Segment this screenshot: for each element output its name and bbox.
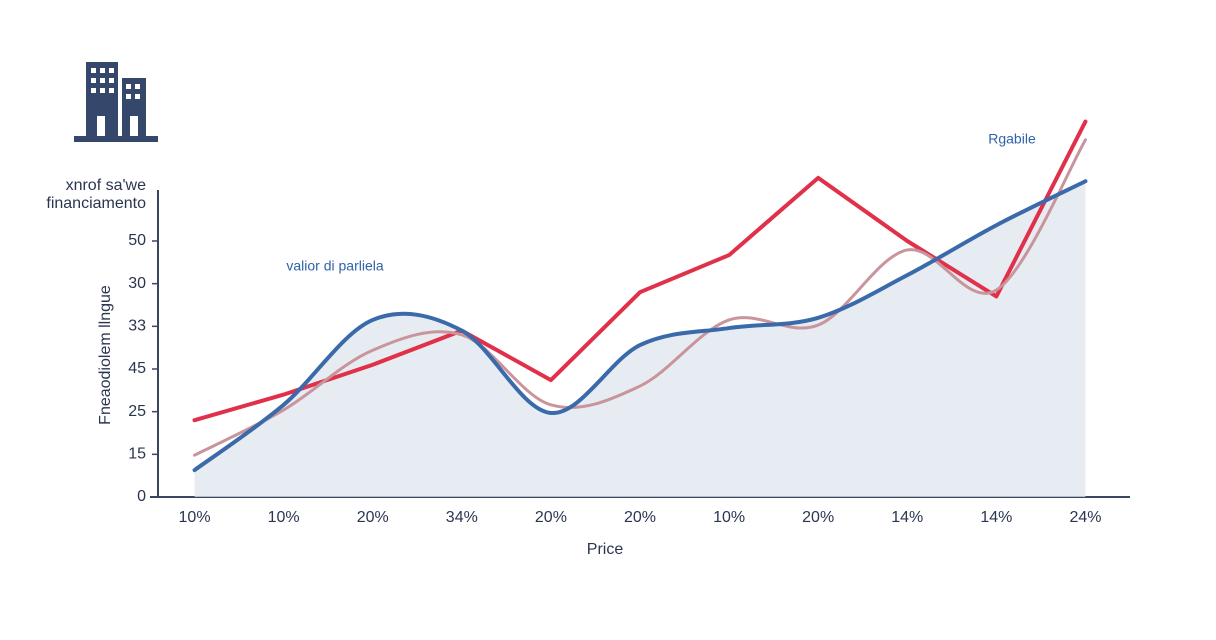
x-tick-label: 20% (357, 509, 389, 526)
x-tick-label: 10% (268, 509, 300, 526)
x-tick-label: 20% (535, 509, 567, 526)
y-tick-label: 25 (128, 403, 146, 420)
x-tick-label: 24% (1069, 509, 1101, 526)
annotation: Rgabile (988, 131, 1036, 147)
x-tick-label: 34% (446, 509, 478, 526)
corner-label: xnrof sa'we (66, 177, 147, 194)
area (194, 181, 1086, 497)
y-tick-label: 45 (128, 360, 146, 377)
x-tick-label: 20% (802, 509, 834, 526)
annotation: valior di parliela (286, 258, 383, 274)
x-tick-label: 20% (624, 509, 656, 526)
y-tick-label: 15 (128, 446, 146, 463)
x-tick-label: 14% (891, 509, 923, 526)
x-tick-label: 14% (980, 509, 1012, 526)
y-tick-label: 30 (128, 275, 146, 292)
series-line (193, 138, 1087, 457)
building-icon (74, 62, 158, 142)
y-tick-label: 0 (137, 488, 146, 505)
y-axis-title: Fneaodiolem llngue (97, 285, 114, 425)
y-tick-label: 50 (128, 232, 146, 249)
chart-title: financiamento (46, 195, 146, 212)
x-axis-title: Price (587, 541, 624, 558)
x-tick-label: 10% (713, 509, 745, 526)
x-tick-label: 10% (179, 509, 211, 526)
series-line (192, 179, 1088, 473)
y-tick-label: 33 (128, 318, 146, 335)
